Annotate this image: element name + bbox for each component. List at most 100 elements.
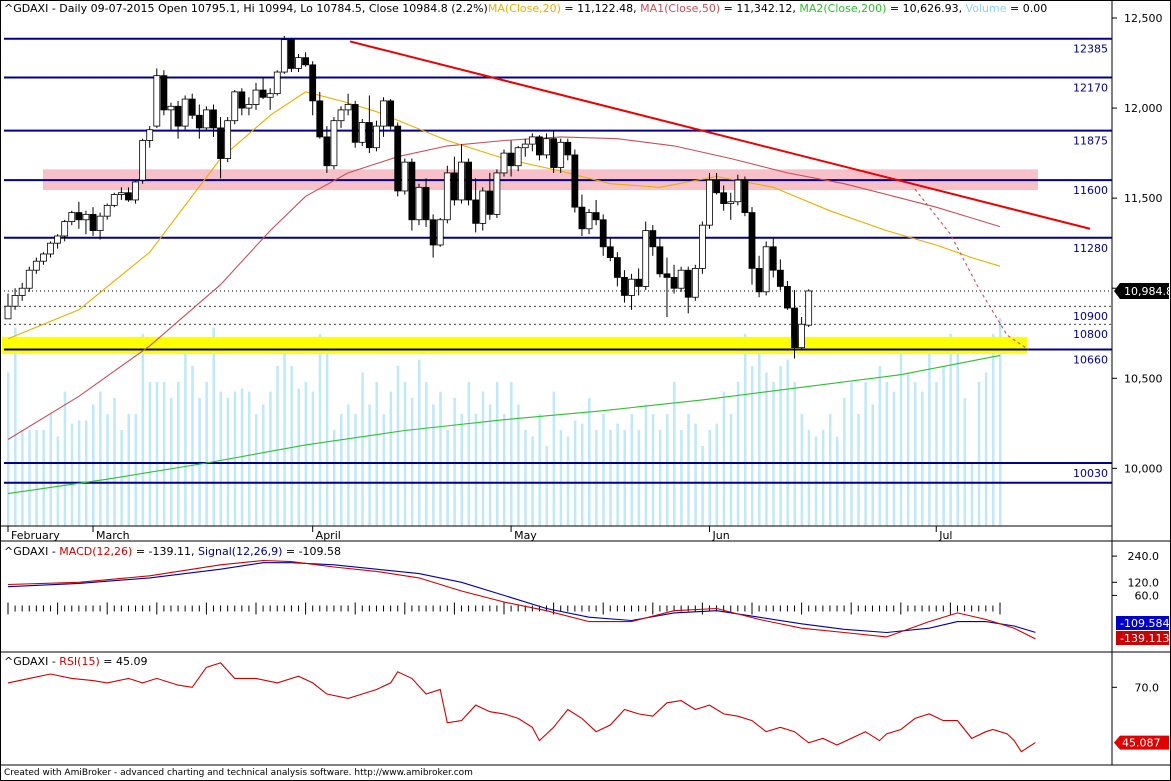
volume-bar bbox=[283, 340, 286, 526]
candle-body bbox=[472, 199, 480, 224]
volume-bar bbox=[566, 436, 570, 526]
candle-body bbox=[691, 268, 699, 298]
candle-body bbox=[465, 161, 472, 201]
candle-body bbox=[706, 179, 713, 226]
x-tick-label: Jun bbox=[711, 529, 729, 542]
volume-bar bbox=[885, 382, 889, 526]
volume-bar bbox=[439, 391, 442, 526]
volume-bar bbox=[665, 414, 669, 526]
candle-body bbox=[153, 75, 161, 127]
macd-y-tick-label: 120.0 bbox=[1128, 576, 1160, 589]
candle-body bbox=[422, 186, 430, 221]
ma200-label: MA2(Close,200) bbox=[799, 2, 887, 15]
rsi-label: RSI(15) bbox=[59, 655, 100, 668]
signal-line bbox=[7, 562, 1036, 634]
level-label: 11875 bbox=[1073, 135, 1108, 148]
candle-body bbox=[210, 109, 217, 129]
volume-bar bbox=[722, 391, 726, 526]
volume-label: Volume bbox=[965, 2, 1007, 15]
candle-body bbox=[443, 172, 451, 221]
volume-bar bbox=[92, 404, 95, 526]
level-label: 10800 bbox=[1073, 328, 1108, 341]
ma20-label: MA(Close,20) bbox=[487, 2, 561, 15]
candle-body bbox=[500, 152, 508, 174]
candle-body bbox=[805, 290, 813, 326]
signal-label: Signal(12,26,9) bbox=[198, 545, 283, 558]
candle-body bbox=[387, 100, 395, 127]
candle-body bbox=[245, 104, 253, 109]
candles bbox=[4, 36, 813, 359]
volume-bar bbox=[595, 430, 598, 526]
signal-tag-bg bbox=[1116, 631, 1169, 645]
resistance-trendline bbox=[349, 40, 1091, 230]
price-pane: 12385 12170 11875 11600 11280 10900 10800 10660… bbox=[0, 12, 1171, 542]
rsi-header: ^GDAXI - RSI(15) = 45.09 bbox=[4, 655, 147, 668]
candle-body bbox=[684, 269, 692, 298]
volume-bar bbox=[573, 420, 577, 526]
candle-body bbox=[663, 273, 671, 278]
volume-bar bbox=[127, 414, 130, 526]
volume-bar bbox=[949, 334, 952, 526]
macd-tag-bg bbox=[1116, 616, 1169, 630]
candle-body bbox=[748, 212, 756, 269]
last-price-tag-bg bbox=[1114, 282, 1169, 299]
level-label: 10030 bbox=[1073, 467, 1108, 480]
volume-bar bbox=[899, 350, 903, 526]
candle-body bbox=[167, 105, 175, 111]
volume-bar bbox=[680, 430, 683, 526]
candle-body bbox=[202, 109, 210, 129]
x-tick-label: March bbox=[96, 529, 130, 542]
candle-body bbox=[365, 122, 373, 149]
volume-bar bbox=[262, 404, 265, 526]
candle-body bbox=[571, 154, 579, 208]
volume-bar bbox=[403, 382, 407, 526]
volume-bar bbox=[743, 334, 747, 526]
rsi-y-tick-label: 70.0 bbox=[1135, 681, 1160, 694]
candle-body bbox=[507, 152, 515, 167]
candle-body bbox=[18, 287, 26, 296]
candle-body bbox=[769, 246, 777, 271]
volume-bar bbox=[155, 382, 159, 526]
candle-body bbox=[125, 192, 132, 201]
candle-body bbox=[401, 161, 409, 192]
candle-body bbox=[635, 278, 643, 287]
candle-body bbox=[656, 246, 664, 275]
volume-bar bbox=[637, 430, 641, 526]
volume-bar bbox=[821, 430, 825, 526]
candle-body bbox=[564, 141, 572, 156]
volume-bar bbox=[446, 430, 449, 526]
candle-body bbox=[557, 141, 565, 168]
candle-body bbox=[103, 204, 111, 217]
candle-body bbox=[621, 277, 628, 296]
candle-body bbox=[458, 161, 465, 201]
rsi-tag-bg bbox=[1114, 735, 1169, 750]
volume-bar bbox=[559, 430, 563, 526]
volume-bar bbox=[906, 372, 910, 526]
volume-bar bbox=[382, 414, 386, 526]
candle-body bbox=[613, 257, 621, 278]
volume-bar bbox=[552, 391, 556, 526]
candle-body bbox=[550, 138, 557, 168]
volume-bar bbox=[99, 391, 102, 526]
candle-body bbox=[436, 219, 444, 246]
volume-bar bbox=[864, 382, 867, 526]
volume-bar bbox=[779, 366, 782, 526]
volume-bar bbox=[42, 430, 45, 526]
ma50-value: = 11,342.12, bbox=[720, 2, 800, 15]
candle-body bbox=[273, 71, 281, 95]
volume-bar bbox=[928, 350, 931, 526]
volume-bar bbox=[120, 430, 123, 526]
volume-bar bbox=[999, 318, 1002, 526]
candle-body bbox=[181, 98, 189, 127]
volume-bar bbox=[269, 391, 272, 526]
last-price-tag: 10,984.8 bbox=[1114, 282, 1171, 299]
candle-body bbox=[606, 246, 614, 258]
volume-bar bbox=[276, 366, 279, 526]
candle-body bbox=[89, 213, 97, 231]
volume-bar bbox=[361, 372, 364, 526]
volume-bar bbox=[425, 382, 428, 526]
candle-body bbox=[536, 136, 543, 156]
candle-body bbox=[11, 295, 19, 307]
volume-bar bbox=[219, 391, 223, 526]
candle-body bbox=[776, 269, 784, 287]
